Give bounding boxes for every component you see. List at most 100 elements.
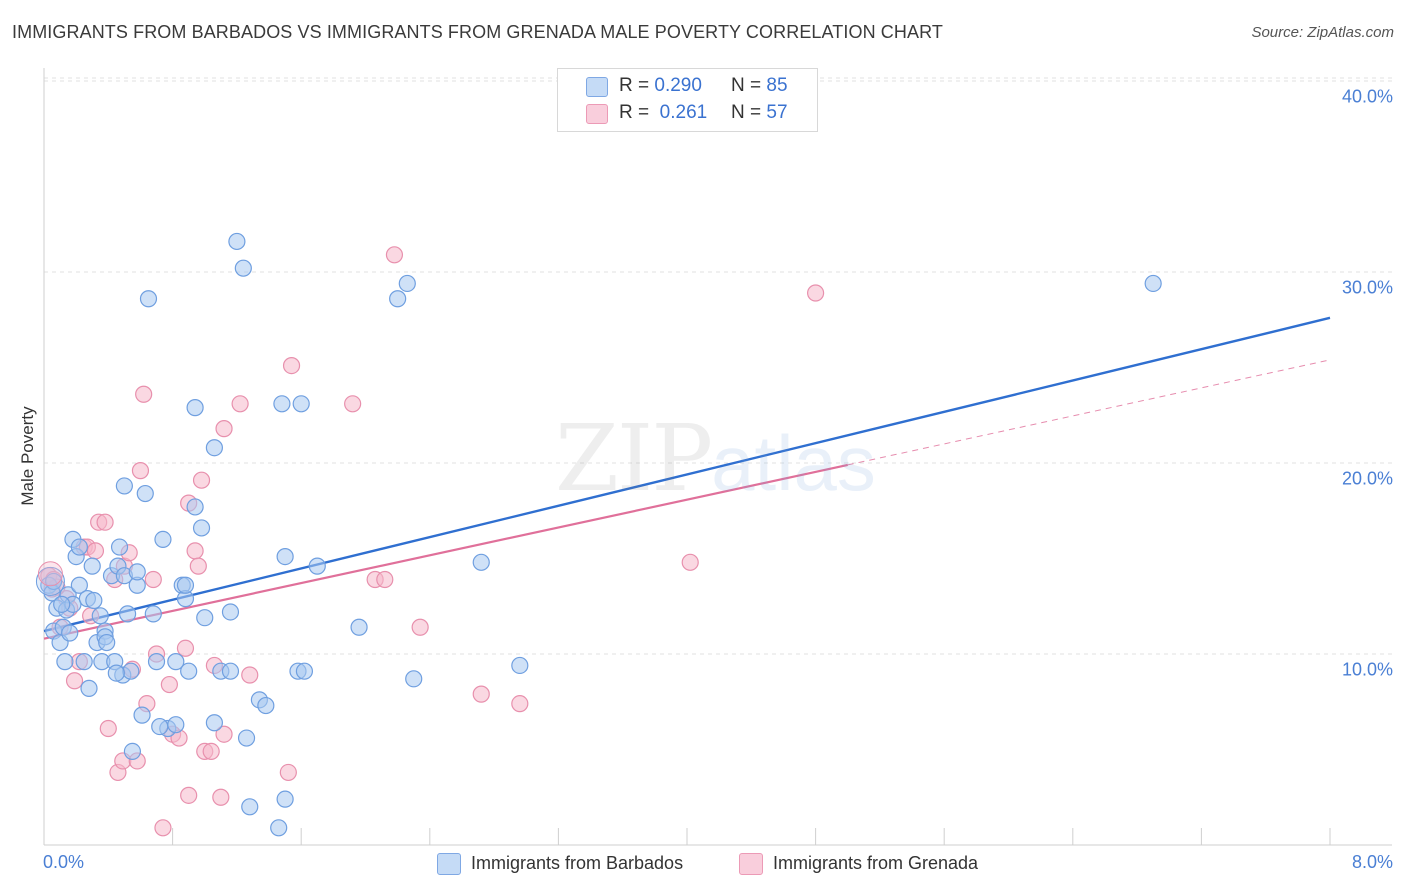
chart-title: IMMIGRANTS FROM BARBADOS VS IMMIGRANTS F… (12, 22, 943, 42)
point-barbados (205, 714, 223, 732)
point-barbados (176, 576, 195, 594)
point-barbados (115, 477, 133, 495)
point-barbados (276, 790, 294, 808)
point-grenada (215, 725, 233, 743)
point-grenada (135, 385, 153, 403)
watermark: ZIPatlas (555, 405, 876, 512)
point-grenada (131, 462, 150, 480)
point-barbados (53, 595, 71, 613)
point-grenada (215, 420, 233, 438)
bottom-legend-label: Immigrants from Barbados (471, 853, 684, 873)
point-grenada (202, 742, 220, 761)
legend-r: R = 0.261 (619, 102, 708, 123)
x-tick-label: 8.0% (1351, 852, 1393, 872)
point-barbados (136, 484, 154, 503)
point-barbados (221, 662, 240, 680)
point-grenada (411, 618, 429, 636)
bottom-legend-swatch-barbados (437, 853, 461, 875)
point-barbados (511, 656, 529, 675)
point-barbados (110, 538, 129, 556)
point-grenada (279, 763, 297, 782)
legend-r-value: 0.290 (654, 75, 702, 96)
legend-n: N = 85 (731, 75, 788, 96)
point-barbados (237, 729, 256, 747)
point-barbados (56, 653, 74, 671)
correlation-legend: R = 0.290 N = 85 R = 0.261 N = 57 (557, 68, 818, 132)
point-barbados (98, 633, 116, 652)
trend-line-grenada-extension (847, 359, 1331, 466)
point-grenada (241, 666, 259, 684)
point-barbados (389, 290, 407, 308)
y-tick-label: 30.0% (1341, 277, 1393, 298)
axes (43, 68, 1392, 846)
watermark-atlas: atlas (711, 419, 876, 507)
point-grenada (806, 284, 825, 302)
legend-n-value: 85 (766, 75, 788, 96)
point-barbados (133, 706, 151, 724)
point-barbados (167, 653, 185, 671)
trend-line-barbados (43, 316, 1331, 633)
point-barbados (85, 591, 103, 610)
trend-line-grenada (43, 463, 848, 640)
point-grenada (192, 471, 211, 489)
point-grenada (180, 786, 198, 804)
point-barbados (144, 605, 162, 623)
point-barbados (350, 618, 368, 636)
point-grenada (231, 395, 249, 413)
point-grenada (189, 557, 207, 575)
point-barbados (61, 624, 79, 642)
point-barbados (234, 259, 252, 277)
legend-r-value: 0.261 (659, 102, 708, 123)
y-tick-label: 20.0% (1341, 468, 1393, 489)
point-barbados (75, 653, 93, 671)
point-barbados (273, 395, 291, 413)
point-barbados (167, 716, 185, 734)
point-grenada (282, 356, 301, 375)
point-grenada (37, 561, 63, 587)
point-barbados (118, 605, 137, 623)
point-barbados (1144, 274, 1162, 293)
legend-n-value: 57 (766, 102, 788, 123)
point-grenada (96, 513, 114, 531)
point-barbados (122, 662, 140, 680)
point-barbados (151, 717, 169, 736)
y-tick-label: 10.0% (1341, 659, 1393, 680)
trend-lines (43, 316, 1331, 640)
point-grenada (160, 675, 178, 694)
bottom-legend-swatch-grenada (739, 853, 763, 875)
point-barbados (128, 563, 146, 581)
point-barbados (139, 290, 158, 308)
point-grenada (144, 570, 162, 589)
point-grenada (472, 685, 490, 703)
point-barbados (123, 742, 142, 761)
point-grenada (65, 672, 84, 690)
bottom-legend-barbados: Immigrants from Barbados (437, 852, 727, 876)
legend-swatch-barbados (586, 77, 608, 97)
point-grenada (681, 553, 699, 571)
y-axis-label: Male Poverty (18, 406, 37, 506)
point-barbados (192, 519, 211, 537)
point-barbados (107, 664, 125, 682)
point-barbados (472, 553, 490, 571)
bottom-legend-label: Immigrants from Grenada (773, 853, 979, 873)
legend-swatch-grenada (586, 104, 608, 124)
point-grenada (376, 570, 394, 589)
point-barbados (398, 274, 416, 293)
chart-source: Source: ZipAtlas.com (1251, 24, 1394, 41)
point-barbados (241, 798, 259, 816)
point-barbados (147, 653, 166, 671)
legend-r: R = 0.290 (619, 75, 702, 96)
point-barbados (228, 232, 246, 251)
point-barbados (221, 603, 240, 621)
point-barbados (276, 547, 294, 566)
point-grenada (511, 695, 529, 713)
point-barbados (180, 662, 198, 680)
point-barbados (91, 607, 109, 625)
bottom-legend-grenada: Immigrants from Grenada (739, 852, 1029, 876)
point-grenada (212, 788, 230, 806)
point-barbados (186, 399, 204, 417)
point-barbados (186, 498, 204, 516)
legend-n: N = 57 (731, 102, 788, 123)
point-grenada (99, 719, 117, 738)
